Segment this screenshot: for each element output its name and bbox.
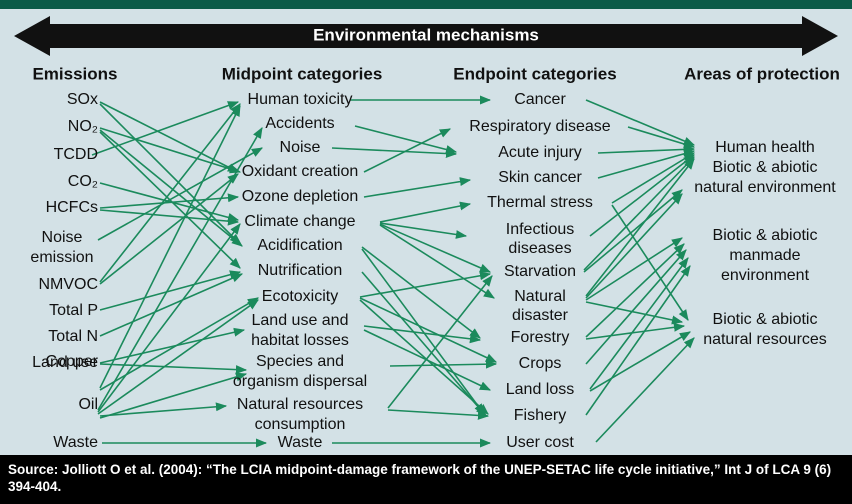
node-label: Crops — [519, 355, 562, 372]
node-label: Acidification — [257, 237, 342, 254]
node-label: NMVOC — [38, 276, 98, 293]
node-label: Nutrification — [258, 262, 342, 279]
node-label: TCDD — [54, 146, 98, 163]
node-label: Total N — [48, 328, 98, 345]
node-label: Thermal stress — [487, 194, 593, 211]
node-label: Respiratory disease — [469, 118, 611, 135]
column-header: Endpoint categories — [453, 64, 616, 83]
node-label: Human toxicity — [248, 91, 353, 108]
node-label: HCFCs — [46, 199, 98, 216]
node-label: Biotic & abiotic — [713, 159, 818, 176]
node-label: Natural resources — [237, 396, 363, 413]
node-label: Total P — [49, 302, 98, 319]
node-label: Starvation — [504, 263, 576, 280]
node-label: CO₂ — [68, 173, 98, 190]
node-label: Biotic & abiotic — [713, 227, 818, 244]
node-label: Oil — [78, 396, 98, 413]
node-label: Acute injury — [498, 144, 582, 161]
node-label: Waste — [53, 434, 98, 451]
node-label: Accidents — [265, 115, 334, 132]
node-label: Climate change — [244, 213, 355, 230]
node-label: Infectious — [506, 221, 574, 238]
node-label: Cancer — [514, 91, 566, 108]
node-label: diseases — [508, 240, 571, 257]
node-label: habitat losses — [251, 332, 349, 349]
title: Environmental mechanisms — [313, 25, 539, 44]
column-header: Areas of protection — [684, 64, 840, 83]
column-header: Midpoint categories — [222, 64, 383, 83]
node-label: Forestry — [511, 329, 570, 346]
top-strip — [0, 0, 852, 9]
node-label: manmade — [729, 247, 800, 264]
column-header: Emissions — [32, 64, 117, 83]
double-arrow — [14, 16, 838, 56]
node-label: disaster — [512, 307, 569, 324]
node-label: Fishery — [514, 407, 566, 424]
node-label: Land loss — [506, 381, 575, 398]
node-label: SOx — [67, 91, 98, 108]
node-label: consumption — [255, 416, 346, 433]
node-label: Waste — [278, 434, 323, 451]
node-label: Human health — [715, 139, 815, 156]
node-label: Land use — [32, 354, 98, 371]
node-label: Copper — [46, 353, 99, 370]
source: Source: Jolliott O et al. (2004): “The L… — [8, 462, 832, 494]
arrows — [91, 95, 696, 448]
node-label: Oxidant creation — [242, 163, 359, 180]
node-label: Noise — [280, 139, 321, 156]
node-label: NO₂ — [68, 118, 98, 135]
node-label: organism dispersal — [233, 373, 367, 390]
node-label: environment — [721, 267, 810, 284]
node-label: User cost — [506, 434, 574, 451]
node-label: Ozone depletion — [242, 188, 359, 205]
node-label: Natural — [514, 288, 566, 305]
node-label: Land use and — [252, 312, 349, 329]
node-label: natural environment — [694, 179, 836, 196]
node-label: natural resources — [703, 331, 827, 348]
node-label: emission — [30, 249, 93, 266]
node-label: Ecotoxicity — [262, 288, 338, 305]
node-label: Species and — [256, 353, 344, 370]
node-label: Noise — [42, 229, 83, 246]
node-label: Skin cancer — [498, 169, 582, 186]
node-label: Biotic & abiotic — [713, 311, 818, 328]
